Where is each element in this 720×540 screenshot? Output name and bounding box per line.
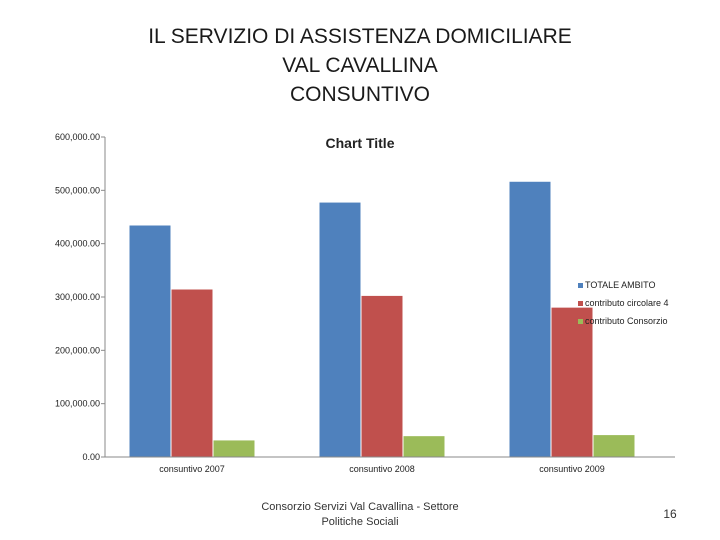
bar-contributo-circolare-4-2 — [360, 294, 404, 458]
slide-title: IL SERVIZIO DI ASSISTENZA DOMICILIARE VA… — [0, 22, 720, 109]
legend-label: contributo circolare 4 — [585, 298, 669, 308]
legend-label: TOTALE AMBITO — [585, 280, 656, 290]
page-number: 16 — [663, 507, 677, 521]
bar-totale-ambito-2 — [318, 201, 362, 458]
legend-swatch — [578, 283, 583, 288]
chart-title: Chart Title — [326, 135, 395, 151]
bar-contributo-consorzio-2 — [402, 435, 446, 458]
bar-contributo-circolare-4-3 — [550, 306, 594, 458]
y-axis: 0.00 100,000.00 200,000.00 300,000.00 400,00… — [55, 132, 106, 462]
footer: Consorzio Servizi Val Cavallina - Settor… — [250, 500, 470, 530]
x-axis: consuntivo 2007 consuntivo 2008 consuntivo… — [105, 456, 675, 474]
legend-swatch — [578, 301, 583, 306]
x-category-label: consuntivo 2007 — [159, 464, 225, 474]
bar-chart: Chart Title 0.00 100,000.00 200,000.00 300,… — [55, 132, 675, 474]
y-tick-label: 500,000.00 — [55, 185, 100, 195]
bar-contributo-consorzio-3 — [592, 434, 636, 458]
legend-swatch — [578, 319, 583, 324]
legend: TOTALE AMBITO contributo circolare 4 contr… — [578, 280, 669, 326]
bar-totale-ambito-1 — [128, 224, 172, 458]
bar-contributo-consorzio-1 — [212, 439, 256, 458]
footer-line-2: Politiche Sociali — [321, 516, 399, 528]
slide-title-line-3: CONSUNTIVO — [289, 83, 430, 106]
bar-contributo-circolare-4-1 — [170, 288, 214, 458]
x-category-label: consuntivo 2009 — [539, 464, 605, 474]
y-tick-label: 100,000.00 — [55, 399, 100, 409]
y-tick-label: 600,000.00 — [55, 132, 100, 142]
y-tick-label: 400,000.00 — [55, 239, 100, 249]
bar-series-group — [128, 180, 636, 458]
bar-totale-ambito-3 — [508, 180, 552, 458]
legend-label: contributo Consorzio — [585, 316, 668, 326]
x-category-label: consuntivo 2008 — [349, 464, 415, 474]
footer-line-1: Consorzio Servizi Val Cavallina - Settor… — [261, 501, 459, 513]
slide-title-line-2: VAL CAVALLINA — [282, 54, 438, 77]
y-tick-label: 300,000.00 — [55, 292, 100, 302]
slide-title-line-1: IL SERVIZIO DI ASSISTENZA DOMICILIARE — [148, 25, 572, 48]
y-tick-label: 0.00 — [82, 452, 100, 462]
y-tick-label: 200,000.00 — [55, 345, 100, 355]
